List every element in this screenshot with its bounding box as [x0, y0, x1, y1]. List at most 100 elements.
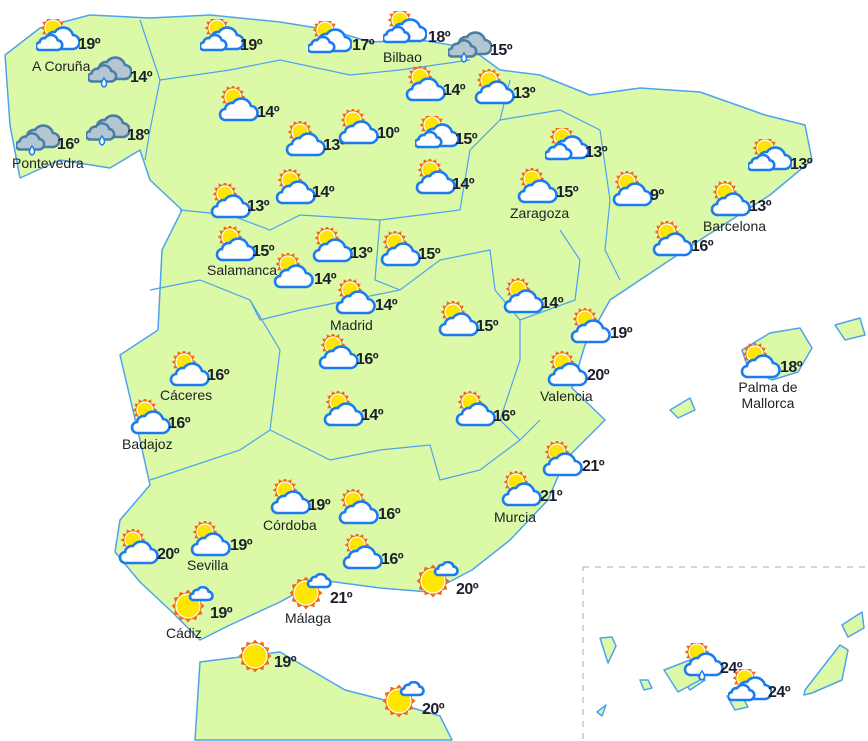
temperature-label: 16º	[207, 367, 230, 384]
sun-cloud-icon	[540, 439, 584, 479]
sun-cloud-icon	[403, 64, 447, 104]
ibiza	[669, 397, 696, 419]
sun-cloud-icon	[321, 389, 365, 429]
sun-clouds-icon	[543, 124, 590, 166]
canary-inset-frame	[582, 566, 868, 741]
temperature-label: 13º	[790, 156, 813, 173]
temperature-label: 15º	[490, 42, 513, 59]
sun-cloud-icon	[472, 67, 516, 107]
sun-cloud-icon	[213, 224, 257, 264]
temperature-label: 14º	[443, 82, 466, 99]
temperature-label: 14º	[452, 176, 475, 193]
sun-small-cloud-icon	[288, 572, 332, 611]
temperature-label: 9º	[650, 187, 664, 204]
temperature-label: 10º	[377, 125, 400, 142]
rain-icon	[86, 51, 133, 89]
temperature-label: 15º	[455, 131, 478, 148]
sun-cloud-icon	[116, 527, 160, 567]
temperature-label: 13º	[247, 198, 270, 215]
sun-cloud-icon	[273, 167, 317, 207]
sun-cloud-icon	[650, 219, 694, 259]
city-label: Barcelona	[703, 218, 767, 234]
temperature-label: 14º	[257, 104, 280, 121]
temperature-label: 18º	[127, 127, 150, 144]
el-hierro	[596, 704, 607, 717]
temperature-label: 16º	[356, 351, 379, 368]
sun-cloud-icon	[128, 397, 172, 437]
sun-clouds-icon	[306, 17, 353, 59]
sun-cloud-icon	[316, 332, 360, 372]
sun-clouds-icon	[413, 112, 460, 154]
city-label: A Coruña	[32, 58, 91, 74]
menorca	[834, 317, 866, 341]
lanzarote	[841, 611, 865, 638]
temperature-label: 14º	[130, 69, 153, 86]
sun-clouds-icon	[381, 7, 428, 49]
sun-small-cloud-icon	[415, 560, 459, 599]
north-africa-area	[194, 651, 453, 741]
rain-icon	[446, 26, 493, 64]
sun-cloud-icon	[708, 179, 752, 219]
temperature-label: 19º	[210, 605, 233, 622]
temperature-label: 13º	[350, 245, 373, 262]
temperature-label: 19º	[274, 654, 297, 671]
sun-cloud-icon	[167, 349, 211, 389]
temperature-label: 19º	[308, 497, 331, 514]
temperature-label: 16º	[691, 238, 714, 255]
city-label: Pontevedra	[12, 155, 84, 171]
temperature-label: 17º	[352, 37, 375, 54]
sun-cloud-icon	[738, 341, 782, 381]
temperature-label: 13º	[749, 198, 772, 215]
city-label: Córdoba	[263, 517, 317, 533]
temperature-label: 15º	[556, 184, 579, 201]
sun-small-cloud-icon	[170, 585, 214, 624]
fuerteventura	[803, 644, 849, 696]
temperature-label: 24º	[768, 684, 791, 701]
temperature-label: 19º	[240, 37, 263, 54]
temperature-label: 13º	[585, 144, 608, 161]
city-label: Palma de Mallorca	[738, 379, 798, 411]
temperature-label: 21º	[540, 488, 563, 505]
sun-cloud-icon	[515, 166, 559, 206]
sun-clouds-icon	[198, 15, 245, 57]
rain-icon	[14, 119, 61, 157]
sun-clouds-icon	[726, 665, 773, 707]
city-label: Murcia	[494, 509, 537, 525]
temperature-label: 16º	[57, 136, 80, 153]
city-label: Cádiz	[166, 625, 202, 641]
city-label: Badajoz	[122, 436, 173, 452]
sun-cloud-icon	[436, 299, 480, 339]
city-label: Sevilla	[187, 557, 229, 573]
sun-cloud-icon	[336, 487, 380, 527]
temperature-label: 20º	[157, 546, 180, 563]
sun-cloud-icon	[283, 119, 327, 159]
city-label: Málaga	[285, 610, 331, 626]
temperature-label: 15º	[418, 246, 441, 263]
temperature-label: 21º	[582, 458, 605, 475]
sun-icon	[233, 637, 277, 675]
sun-cloud-icon	[453, 389, 497, 429]
city-label: Cáceres	[160, 387, 213, 403]
sun-cloud-icon	[188, 519, 232, 559]
city-label: Salamanca	[207, 262, 278, 278]
sun-cloud-icon	[208, 181, 252, 221]
city-label: Madrid	[330, 317, 373, 333]
sun-cloud-icon	[268, 477, 312, 517]
la-palma	[599, 636, 617, 664]
sun-small-cloud-icon	[381, 680, 425, 719]
temperature-label: 19º	[230, 537, 253, 554]
sun-cloud-icon	[501, 276, 545, 316]
sun-cloud-icon	[340, 532, 384, 572]
temperature-label: 14º	[375, 297, 398, 314]
temperature-label: 15º	[252, 243, 275, 260]
rain-icon	[84, 109, 131, 147]
sun-cloud-icon	[216, 84, 260, 124]
la-gomera	[639, 679, 653, 691]
temperature-label: 19º	[78, 36, 101, 53]
sun-cloud-icon	[610, 169, 654, 209]
sun-cloud-icon	[378, 229, 422, 269]
sun-cloud-icon	[499, 469, 543, 509]
mainland-spain	[4, 14, 813, 641]
